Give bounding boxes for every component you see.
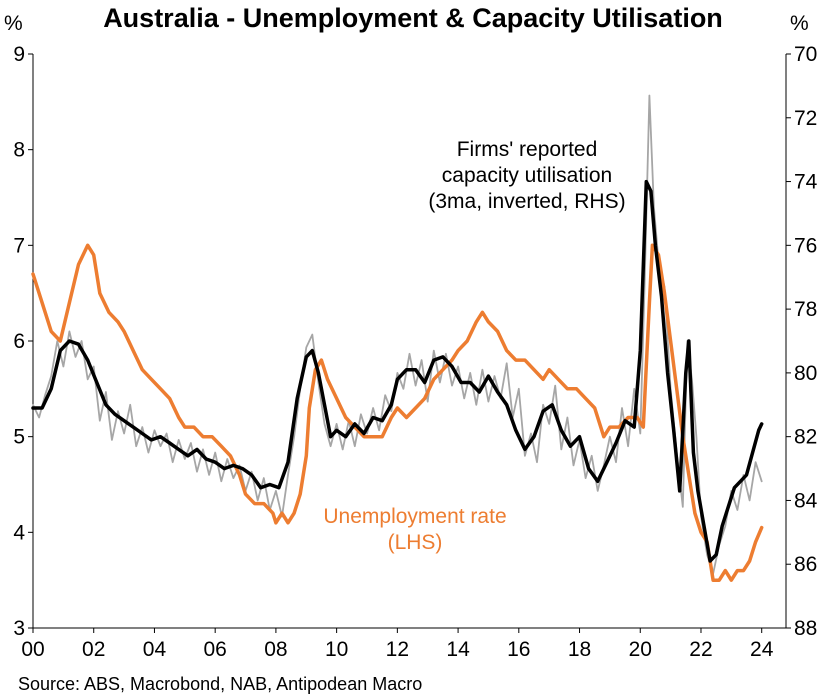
right-tick-label: 88: [794, 617, 817, 640]
left-axis-ticks: 3 4 5 6 7 8 9: [13, 43, 33, 640]
right-tick-label: 72: [794, 107, 817, 130]
annotation-unemployment-line-2: (LHS): [388, 531, 443, 554]
annotation-capacity-line-2: capacity utilisation: [442, 164, 612, 187]
x-tick-label: 16: [507, 638, 530, 661]
right-tick-label: 70: [794, 43, 817, 66]
x-tick-label: 18: [568, 638, 591, 661]
right-axis-ticks: 88 86 84 82 80 78 76 74 72 70: [786, 43, 818, 640]
unemployment-rate-line: [31, 243, 764, 582]
x-tick-label: 24: [750, 638, 774, 661]
right-axis-unit: %: [790, 12, 809, 35]
left-tick-label: 6: [13, 330, 25, 353]
capacity-utilisation-3ma-line: [31, 179, 764, 563]
annotation-capacity: Firms' reported capacity utilisation (3m…: [428, 138, 625, 213]
left-tick-label: 9: [13, 43, 25, 66]
x-tick-label: 04: [143, 638, 167, 661]
chart-title: Australia - Unemployment & Capacity Util…: [103, 3, 723, 33]
right-tick-label: 76: [794, 234, 817, 257]
x-tick-label: 12: [386, 638, 409, 661]
right-tick-label: 78: [794, 298, 817, 321]
left-tick-label: 7: [13, 234, 25, 257]
capacity-utilisation-monthly-line: [32, 94, 763, 575]
right-tick-label: 82: [794, 426, 817, 449]
left-axis-unit: %: [4, 12, 23, 35]
left-tick-label: 3: [13, 617, 25, 640]
left-tick-label: 4: [13, 521, 25, 544]
x-tick-label: 00: [21, 638, 44, 661]
right-tick-label: 84: [794, 489, 818, 512]
left-tick-label: 5: [13, 426, 25, 449]
source-note: Source: ABS, Macrobond, NAB, Antipodean …: [18, 674, 422, 694]
annotation-capacity-line-3: (3ma, inverted, RHS): [428, 190, 625, 213]
right-tick-label: 80: [794, 362, 817, 385]
x-tick-label: 22: [689, 638, 712, 661]
annotation-unemployment: Unemployment rate (LHS): [323, 505, 506, 554]
right-tick-label: 86: [794, 553, 817, 576]
annotation-capacity-line-1: Firms' reported: [457, 138, 598, 161]
x-tick-label: 02: [82, 638, 105, 661]
left-tick-label: 8: [13, 139, 25, 162]
x-tick-label: 06: [203, 638, 226, 661]
x-tick-label: 20: [629, 638, 652, 661]
x-tick-label: 08: [264, 638, 287, 661]
right-tick-label: 74: [794, 171, 818, 194]
x-axis-ticks: 00 02 04 06 08 10 12 14 16 18 20 22 24: [21, 628, 774, 661]
x-tick-label: 14: [446, 638, 470, 661]
x-tick-label: 10: [325, 638, 348, 661]
series-group: [31, 94, 764, 582]
annotation-unemployment-line-1: Unemployment rate: [323, 505, 506, 528]
